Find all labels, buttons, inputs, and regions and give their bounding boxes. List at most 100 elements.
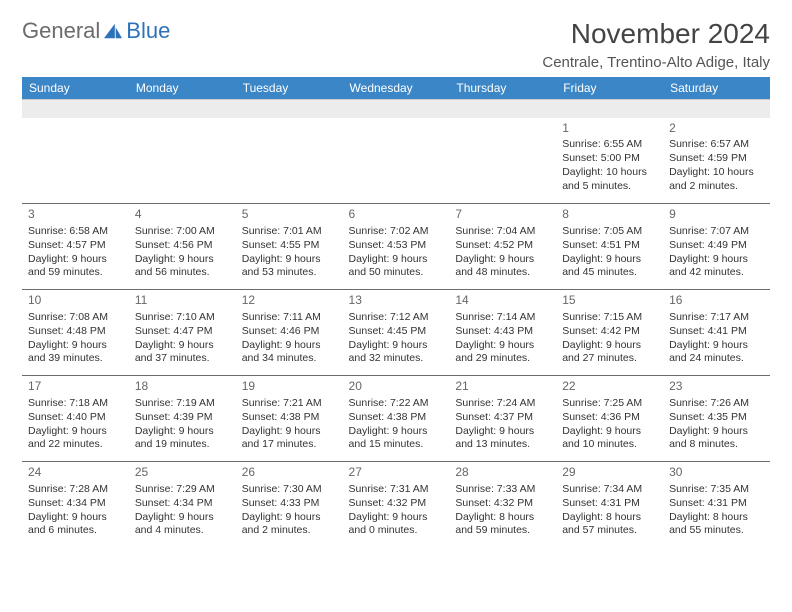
month-year-title: November 2024	[542, 18, 770, 50]
sunset-text: Sunset: 5:00 PM	[562, 152, 657, 166]
day-header-row: SundayMondayTuesdayWednesdayThursdayFrid…	[22, 77, 770, 100]
day-number: 30	[669, 465, 764, 481]
sunset-text: Sunset: 4:43 PM	[455, 325, 550, 339]
calendar-day-cell	[449, 118, 556, 204]
calendar-week-row: 10Sunrise: 7:08 AMSunset: 4:48 PMDayligh…	[22, 290, 770, 376]
calendar-day-cell	[129, 118, 236, 204]
daylight-text: and 4 minutes.	[135, 524, 230, 538]
daylight-text: Daylight: 9 hours	[242, 511, 337, 525]
day-number: 17	[28, 379, 123, 395]
calendar-table: SundayMondayTuesdayWednesdayThursdayFrid…	[22, 77, 770, 548]
calendar-week-row: 3Sunrise: 6:58 AMSunset: 4:57 PMDaylight…	[22, 204, 770, 290]
sunset-text: Sunset: 4:34 PM	[135, 497, 230, 511]
sunset-text: Sunset: 4:59 PM	[669, 152, 764, 166]
sunrise-text: Sunrise: 7:30 AM	[242, 483, 337, 497]
sunset-text: Sunset: 4:31 PM	[669, 497, 764, 511]
sunrise-text: Sunrise: 7:08 AM	[28, 311, 123, 325]
calendar-day-cell: 4Sunrise: 7:00 AMSunset: 4:56 PMDaylight…	[129, 204, 236, 290]
daylight-text: Daylight: 8 hours	[669, 511, 764, 525]
daylight-text: and 37 minutes.	[135, 352, 230, 366]
day-number: 6	[349, 207, 444, 223]
location-subtitle: Centrale, Trentino-Alto Adige, Italy	[542, 54, 770, 71]
calendar-day-cell: 18Sunrise: 7:19 AMSunset: 4:39 PMDayligh…	[129, 376, 236, 462]
daylight-text: Daylight: 9 hours	[242, 253, 337, 267]
calendar-week-row: 24Sunrise: 7:28 AMSunset: 4:34 PMDayligh…	[22, 462, 770, 548]
sunset-text: Sunset: 4:45 PM	[349, 325, 444, 339]
calendar-day-cell: 25Sunrise: 7:29 AMSunset: 4:34 PMDayligh…	[129, 462, 236, 548]
sunset-text: Sunset: 4:35 PM	[669, 411, 764, 425]
day-number: 3	[28, 207, 123, 223]
sunset-text: Sunset: 4:41 PM	[669, 325, 764, 339]
daylight-text: and 24 minutes.	[669, 352, 764, 366]
sunrise-text: Sunrise: 7:01 AM	[242, 225, 337, 239]
sunrise-text: Sunrise: 7:29 AM	[135, 483, 230, 497]
daylight-text: and 39 minutes.	[28, 352, 123, 366]
calendar-day-cell: 13Sunrise: 7:12 AMSunset: 4:45 PMDayligh…	[343, 290, 450, 376]
day-number: 13	[349, 293, 444, 309]
daylight-text: and 55 minutes.	[669, 524, 764, 538]
daylight-text: and 2 minutes.	[242, 524, 337, 538]
day-header: Tuesday	[236, 77, 343, 100]
day-number: 7	[455, 207, 550, 223]
sunset-text: Sunset: 4:39 PM	[135, 411, 230, 425]
sunset-text: Sunset: 4:34 PM	[28, 497, 123, 511]
sunrise-text: Sunrise: 7:18 AM	[28, 397, 123, 411]
daylight-text: Daylight: 9 hours	[28, 425, 123, 439]
daylight-text: Daylight: 10 hours	[562, 166, 657, 180]
sunrise-text: Sunrise: 7:22 AM	[349, 397, 444, 411]
sunset-text: Sunset: 4:33 PM	[242, 497, 337, 511]
calendar-day-cell: 7 Sunrise: 7:04 AMSunset: 4:52 PMDaylight…	[449, 204, 556, 290]
sunrise-text: Sunrise: 7:04 AM	[455, 225, 550, 239]
sunset-text: Sunset: 4:36 PM	[562, 411, 657, 425]
calendar-week-row: 17Sunrise: 7:18 AMSunset: 4:40 PMDayligh…	[22, 376, 770, 462]
blank-spacer-row	[22, 100, 770, 118]
calendar-day-cell: 29Sunrise: 7:34 AMSunset: 4:31 PMDayligh…	[556, 462, 663, 548]
daylight-text: and 34 minutes.	[242, 352, 337, 366]
daylight-text: Daylight: 9 hours	[242, 425, 337, 439]
calendar-day-cell: 1Sunrise: 6:55 AMSunset: 5:00 PMDaylight…	[556, 118, 663, 204]
daylight-text: Daylight: 9 hours	[455, 339, 550, 353]
day-number: 24	[28, 465, 123, 481]
sunset-text: Sunset: 4:40 PM	[28, 411, 123, 425]
sail-icon	[102, 22, 124, 40]
daylight-text: and 56 minutes.	[135, 266, 230, 280]
daylight-text: Daylight: 9 hours	[135, 425, 230, 439]
sunset-text: Sunset: 4:56 PM	[135, 239, 230, 253]
daylight-text: Daylight: 10 hours	[669, 166, 764, 180]
daylight-text: Daylight: 9 hours	[669, 253, 764, 267]
sunset-text: Sunset: 4:51 PM	[562, 239, 657, 253]
sunset-text: Sunset: 4:32 PM	[455, 497, 550, 511]
sunset-text: Sunset: 4:52 PM	[455, 239, 550, 253]
calendar-day-cell	[236, 118, 343, 204]
daylight-text: Daylight: 9 hours	[135, 339, 230, 353]
sunset-text: Sunset: 4:38 PM	[242, 411, 337, 425]
sunset-text: Sunset: 4:37 PM	[455, 411, 550, 425]
daylight-text: Daylight: 9 hours	[455, 253, 550, 267]
day-number: 21	[455, 379, 550, 395]
daylight-text: and 15 minutes.	[349, 438, 444, 452]
calendar-day-cell: 9Sunrise: 7:07 AMSunset: 4:49 PMDaylight…	[663, 204, 770, 290]
brand-text-blue: Blue	[126, 18, 170, 44]
daylight-text: Daylight: 9 hours	[669, 425, 764, 439]
sunset-text: Sunset: 4:32 PM	[349, 497, 444, 511]
calendar-day-cell	[22, 118, 129, 204]
calendar-body: 1Sunrise: 6:55 AMSunset: 5:00 PMDaylight…	[22, 100, 770, 548]
daylight-text: Daylight: 9 hours	[28, 253, 123, 267]
blank-spacer-cell	[22, 100, 770, 118]
sunrise-text: Sunrise: 7:14 AM	[455, 311, 550, 325]
sunrise-text: Sunrise: 7:17 AM	[669, 311, 764, 325]
calendar-day-cell: 3Sunrise: 6:58 AMSunset: 4:57 PMDaylight…	[22, 204, 129, 290]
calendar-day-cell: 24Sunrise: 7:28 AMSunset: 4:34 PMDayligh…	[22, 462, 129, 548]
daylight-text: Daylight: 9 hours	[562, 253, 657, 267]
sunrise-text: Sunrise: 7:19 AM	[135, 397, 230, 411]
calendar-day-cell: 8Sunrise: 7:05 AMSunset: 4:51 PMDaylight…	[556, 204, 663, 290]
daylight-text: and 59 minutes.	[28, 266, 123, 280]
calendar-day-cell: 12Sunrise: 7:11 AMSunset: 4:46 PMDayligh…	[236, 290, 343, 376]
sunrise-text: Sunrise: 6:58 AM	[28, 225, 123, 239]
daylight-text: Daylight: 9 hours	[455, 425, 550, 439]
daylight-text: and 5 minutes.	[562, 180, 657, 194]
day-header: Sunday	[22, 77, 129, 100]
daylight-text: and 50 minutes.	[349, 266, 444, 280]
calendar-day-cell: 2Sunrise: 6:57 AMSunset: 4:59 PMDaylight…	[663, 118, 770, 204]
sunset-text: Sunset: 4:42 PM	[562, 325, 657, 339]
